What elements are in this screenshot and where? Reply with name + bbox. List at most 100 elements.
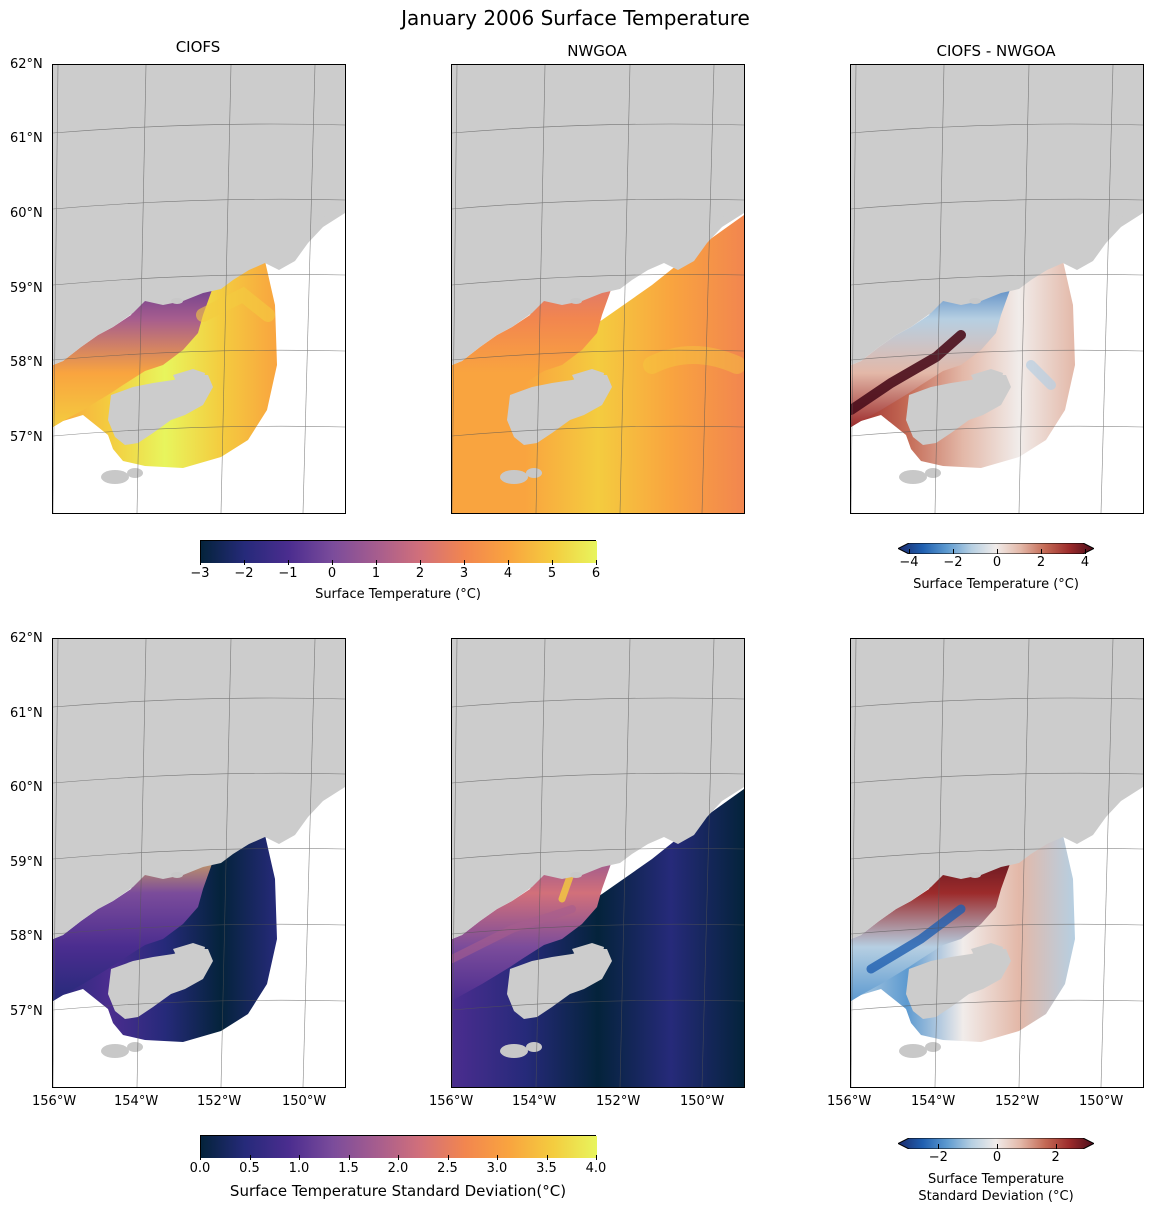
field-streak <box>452 905 576 963</box>
island-small <box>500 1044 528 1058</box>
colorbar-tick-label: 4.0 <box>585 1161 607 1176</box>
lat-label: 61°N <box>10 706 43 721</box>
island-small <box>526 468 542 478</box>
colorbar-tick-mark <box>596 560 597 565</box>
colorbar-temperature-ticks: −3 −2 −1 0 1 2 3 4 5 6 <box>190 560 600 582</box>
colorbar-tick-label: −2 <box>943 555 963 570</box>
colorbar-tick-mark <box>997 1144 998 1149</box>
lat-label: 59°N <box>10 855 43 870</box>
land-kenai <box>1066 639 1143 795</box>
land-kenai <box>1066 65 1143 221</box>
island-small <box>969 298 981 304</box>
colorbar-tick-mark <box>938 1144 940 1149</box>
colorbar-tick-mark <box>1085 549 1086 554</box>
colorbar-tick-mark <box>299 1155 300 1160</box>
island-small <box>570 872 582 878</box>
field-streak <box>851 330 966 415</box>
island-small <box>101 1044 129 1058</box>
lon-label: 156°W <box>429 1094 474 1109</box>
map-panel-nwgoa-temperature <box>451 64 745 514</box>
land-kenai <box>268 639 345 795</box>
graticule <box>851 639 1143 1087</box>
map-svg <box>53 65 345 513</box>
colorbar-tick-mark <box>348 1155 350 1160</box>
island-small <box>171 872 183 878</box>
graticule <box>452 65 744 513</box>
lon-label: 150°W <box>680 1094 725 1109</box>
lon-label: 154°W <box>512 1094 557 1109</box>
land-mass <box>851 639 1143 939</box>
colorbar-tick-mark <box>1055 1144 1057 1149</box>
colorbar-tick-mark <box>200 560 201 565</box>
colorbar-tick-mark <box>552 560 553 565</box>
island-afognak <box>173 943 205 957</box>
field-streak <box>196 286 275 322</box>
lat-label: 61°N <box>10 131 43 146</box>
colorbar-tick-mark <box>997 549 998 554</box>
lon-label: 154°W <box>114 1094 159 1109</box>
lat-label: 59°N <box>10 281 43 296</box>
colorbar-tick-mark <box>288 560 289 565</box>
graticule <box>53 65 345 513</box>
lat-label: 58°N <box>10 355 43 370</box>
lon-label: 154°W <box>911 1094 956 1109</box>
island-small <box>127 1042 143 1052</box>
island-afognak <box>572 369 604 383</box>
island-kodiak <box>906 949 1011 1019</box>
colorbar-tick-mark <box>546 1155 548 1160</box>
island-afognak <box>572 943 604 957</box>
island-kodiak <box>507 375 612 445</box>
island-kodiak <box>108 375 213 445</box>
colorbar-tick-label: 4 <box>503 566 513 581</box>
colorbar-temperature-difference-ticks: −4 −2 0 2 4 <box>899 549 1089 571</box>
island-small <box>171 298 183 304</box>
colorbar-temperature-difference <box>896 539 1096 555</box>
field-streak <box>866 904 966 974</box>
colorbar-tick-label: 2.0 <box>387 1161 409 1176</box>
island-afognak <box>971 369 1003 383</box>
lat-label: 60°N <box>10 206 43 221</box>
colorbar-stddev <box>200 1135 597 1158</box>
colorbar-temperature-difference-label: Surface Temperature (°C) <box>913 577 1079 592</box>
lat-label: 62°N <box>10 57 43 72</box>
colorbar-svg <box>201 1136 597 1158</box>
figure-title: January 2006 Surface Temperature <box>401 6 750 30</box>
colorbar-tick-mark <box>1041 549 1042 554</box>
map-svg <box>851 65 1143 513</box>
column-title-diff: CIOFS - NWGOA <box>936 42 1056 60</box>
island-small <box>925 1042 941 1052</box>
lon-label: 152°W <box>197 1094 242 1109</box>
map-svg <box>851 639 1143 1087</box>
island-kodiak <box>108 949 213 1019</box>
colorbar-tick-label: 1.5 <box>338 1161 359 1176</box>
colorbar-tick-label: 2.5 <box>437 1161 458 1176</box>
colorbar-tick-label: 2 <box>1051 1150 1060 1165</box>
colorbar-tick-label: −4 <box>899 555 919 570</box>
colorbar-tick-mark <box>508 560 509 565</box>
land-mass <box>452 65 744 365</box>
colorbar-tick-mark <box>200 1155 201 1160</box>
island-small <box>899 470 927 484</box>
island-kodiak <box>906 375 1011 445</box>
colorbar-tick-mark <box>447 1155 449 1160</box>
lat-label: 60°N <box>10 780 43 795</box>
colorbar-tick-label: 2 <box>415 566 425 581</box>
colorbar-tick-label: 3.0 <box>486 1161 508 1176</box>
colorbar-temperature-label: Surface Temperature (°C) <box>315 587 481 602</box>
field-streak <box>643 346 744 374</box>
lat-label: 58°N <box>10 929 43 944</box>
island-small <box>899 1044 927 1058</box>
lat-label: 57°N <box>10 430 43 445</box>
island-small <box>570 298 582 304</box>
map-panel-nwgoa-stddev <box>451 638 745 1088</box>
colorbar-tick-label: 0.5 <box>239 1161 260 1176</box>
island-small <box>526 1042 542 1052</box>
colorbar-tick-mark <box>376 560 377 565</box>
colorbar-tick-mark <box>332 560 333 565</box>
colorbar-tick-mark <box>909 549 910 554</box>
colorbar-tick-label: 3.5 <box>536 1161 557 1176</box>
colorbar-tick-label: 3 <box>459 566 469 581</box>
map-svg <box>452 65 744 513</box>
colorbar-tick-label: 1 <box>371 566 381 581</box>
colorbar-tick-label: −3 <box>190 566 210 581</box>
